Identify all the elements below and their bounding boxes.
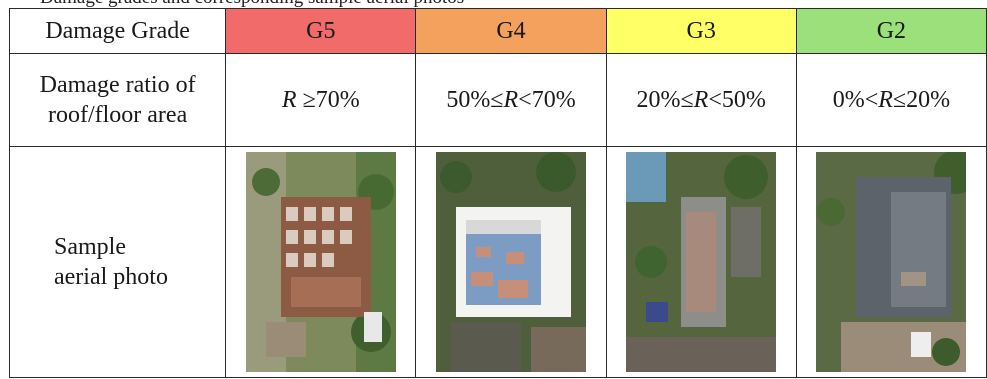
damage-grade-table: Damage Grade G5 G4 G3 G2 Damage ratio of…: [8, 8, 987, 378]
row-label-damage-grade: Damage Grade: [8, 8, 227, 54]
row-label-damage-ratio-line2: roof/floor area: [47, 102, 188, 128]
cropped-caption: Damage grades and corresponding sample a…: [40, 0, 987, 8]
table-row-ratio: Damage ratio of roof/floor area R ≥70% 5…: [8, 53, 987, 147]
photo-cell-g3: [605, 146, 797, 378]
row-label-damage-ratio-line1: Damage ratio of: [39, 72, 196, 98]
collapsed-building-aerial-photo: [245, 152, 396, 372]
ratio-g2: 0%<R≤20%: [795, 53, 987, 147]
grade-g2-header: G2: [795, 8, 987, 54]
grade-g4-header: G4: [415, 8, 607, 54]
ratio-g4: 50%≤R<70%: [415, 53, 607, 147]
grade-g3-header: G3: [605, 8, 797, 54]
row-label-sample-photo-line1: Sample: [54, 234, 126, 260]
photo-cell-g2: [795, 146, 987, 378]
ratio-g5: R ≥70%: [225, 53, 417, 147]
photo-cell-g5: [225, 146, 417, 378]
table-row-photo: Sample aerial photo: [8, 146, 987, 378]
ratio-g3: 20%≤R<50%: [605, 53, 797, 147]
row-label-damage-ratio: Damage ratio of roof/floor area: [8, 53, 227, 147]
row-label-sample-photo: Sample aerial photo: [8, 146, 227, 378]
table-row-grade: Damage Grade G5 G4 G3 G2: [8, 8, 987, 54]
photo-cell-g4: [415, 146, 607, 378]
row-label-sample-photo-line2: aerial photo: [54, 264, 168, 290]
heavily-damaged-roof-aerial-photo: [436, 152, 586, 372]
grade-g5-header: G5: [225, 8, 417, 54]
slightly-damaged-roof-aerial-photo: [816, 152, 967, 372]
moderately-damaged-roof-aerial-photo: [626, 152, 777, 372]
